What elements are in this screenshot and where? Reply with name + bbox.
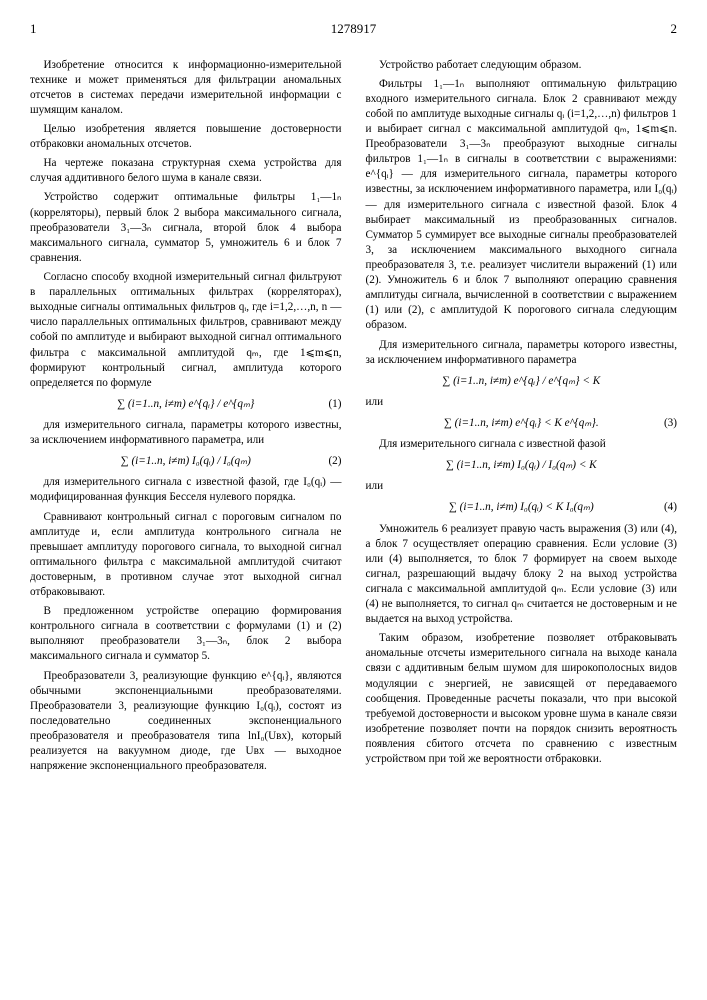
paragraph: для измерительного сигнала с известной ф… bbox=[30, 475, 342, 505]
formula-number: (1) bbox=[328, 397, 341, 412]
paragraph: Умножитель 6 реализует правую часть выра… bbox=[366, 522, 678, 628]
paragraph: На чертеже показана структурная схема ус… bbox=[30, 156, 342, 186]
formula-1: ∑ (i=1..n, i≠m) e^{qᵢ} / e^{qₘ} (1) bbox=[30, 397, 342, 412]
paragraph: В предложенном устройстве операцию форми… bbox=[30, 604, 342, 664]
formula-body: ∑ (i=1..n, i≠m) I₀(qᵢ) / I₀(qₘ) bbox=[121, 455, 251, 467]
or-label: или bbox=[366, 395, 678, 410]
right-column: Устройство работает следующим образом. Ф… bbox=[366, 58, 678, 779]
paragraph: Изобретение относится к информационно-из… bbox=[30, 58, 342, 118]
page-number-left: 1 bbox=[30, 20, 37, 38]
paragraph: Фильтры 1₁—1ₙ выполняют оптимальную филь… bbox=[366, 77, 678, 334]
formula-number: (4) bbox=[664, 500, 677, 515]
paragraph: Преобразователи 3, реализующие функцию e… bbox=[30, 669, 342, 775]
paragraph: Для измерительного сигнала, параметры ко… bbox=[366, 338, 678, 368]
formula-body: ∑ (i=1..n, i≠m) I₀(qᵢ) / I₀(qₘ) < K bbox=[446, 459, 597, 471]
or-label: или bbox=[366, 479, 678, 494]
page-header: 1 1278917 2 bbox=[30, 20, 677, 38]
document-number: 1278917 bbox=[331, 20, 377, 38]
two-column-layout: Изобретение относится к информационно-из… bbox=[30, 58, 677, 779]
paragraph: Согласно способу входной измерительный с… bbox=[30, 270, 342, 391]
formula-2: ∑ (i=1..n, i≠m) I₀(qᵢ) / I₀(qₘ) (2) bbox=[30, 454, 342, 469]
left-column: Изобретение относится к информационно-из… bbox=[30, 58, 342, 779]
formula-body: ∑ (i=1..n, i≠m) e^{qᵢ} / e^{qₘ} < K bbox=[442, 375, 600, 387]
formula-3a: ∑ (i=1..n, i≠m) e^{qᵢ} / e^{qₘ} < K bbox=[366, 374, 678, 389]
paragraph: Для измерительного сигнала с известной ф… bbox=[366, 437, 678, 452]
formula-body: ∑ (i=1..n, i≠m) e^{qᵢ} < K e^{qₘ}. bbox=[444, 417, 599, 429]
page-number-right: 2 bbox=[671, 20, 678, 38]
formula-4b: ∑ (i=1..n, i≠m) I₀(qᵢ) < K I₀(qₘ) (4) bbox=[366, 500, 678, 515]
formula-number: (3) bbox=[664, 416, 677, 431]
formula-3b: ∑ (i=1..n, i≠m) e^{qᵢ} < K e^{qₘ}. (3) bbox=[366, 416, 678, 431]
paragraph: Устройство работает следующим образом. bbox=[366, 58, 678, 73]
formula-body: ∑ (i=1..n, i≠m) I₀(qᵢ) < K I₀(qₘ) bbox=[449, 501, 594, 513]
paragraph: Целью изобретения является повышение дос… bbox=[30, 122, 342, 152]
page-root: 1 1278917 2 Изобретение относится к инфо… bbox=[30, 20, 677, 778]
paragraph: Таким образом, изобретение позволяет отб… bbox=[366, 631, 678, 767]
paragraph: Устройство содержит оптимальные фильтры … bbox=[30, 190, 342, 266]
formula-number: (2) bbox=[328, 454, 341, 469]
paragraph: для измерительного сигнала, параметры ко… bbox=[30, 418, 342, 448]
formula-4a: ∑ (i=1..n, i≠m) I₀(qᵢ) / I₀(qₘ) < K bbox=[366, 458, 678, 473]
formula-body: ∑ (i=1..n, i≠m) e^{qᵢ} / e^{qₘ} bbox=[117, 398, 254, 410]
paragraph: Сравнивают контрольный сигнал с пороговы… bbox=[30, 510, 342, 601]
